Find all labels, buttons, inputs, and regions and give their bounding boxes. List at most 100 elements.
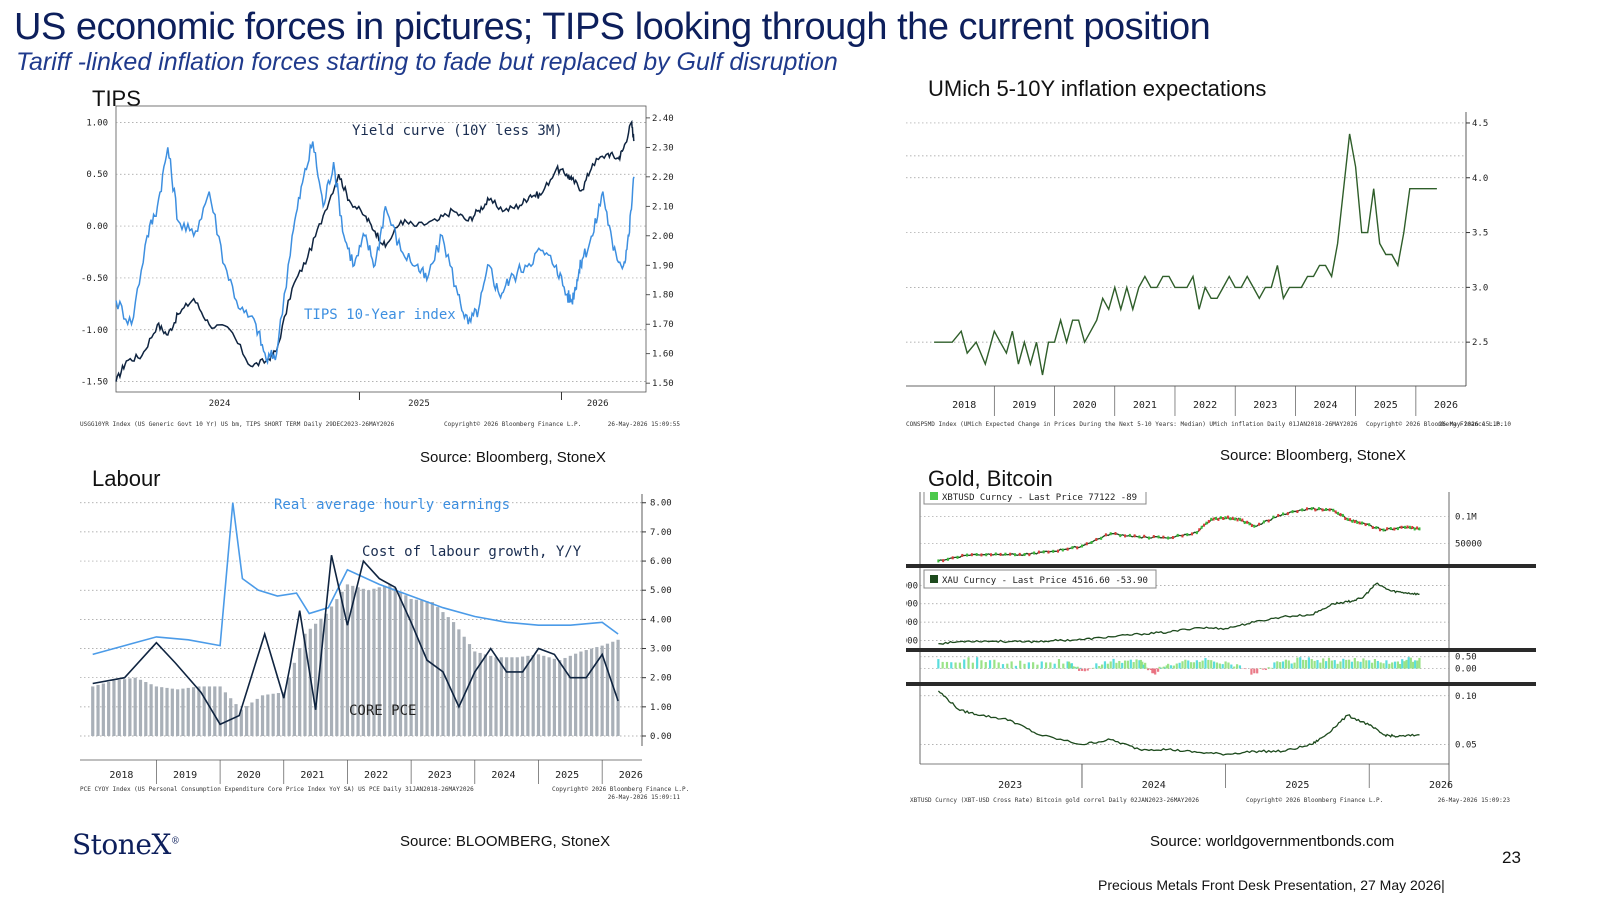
correlation-bar: [1086, 668, 1089, 671]
correlation-bar: [1345, 659, 1348, 669]
tips-footnote-left: USGG10YR Index (US Generic Govt 10 Yr) U…: [80, 421, 395, 428]
core-pce-bar: [367, 590, 371, 736]
correlation-bar: [1307, 657, 1310, 669]
correlation-bar: [1145, 667, 1148, 669]
correlation-bar: [993, 659, 996, 669]
bitcoin-candle: [1400, 525, 1403, 529]
correlation-bar: [976, 657, 979, 669]
core-pce-bar: [589, 648, 594, 736]
bitcoin-legend-label: XBTUSD Curncy - Last Price 77122 -89: [942, 493, 1137, 503]
core-pce-bar: [345, 584, 350, 736]
labour-y-tick-label: 6.00: [650, 557, 672, 567]
core-pce-bar: [457, 629, 461, 736]
core-pce-bar: [266, 694, 270, 736]
gold-right-tick-label: 50000: [1455, 539, 1482, 549]
correlation-bar: [1256, 668, 1259, 674]
labour-x-tick-label: 2023: [428, 770, 452, 781]
tips-10y-index-line: [115, 141, 635, 366]
bitcoin-candle: [1371, 525, 1374, 529]
labour-footnote-left: PCE CYOY Index (US Personal Consumption …: [80, 786, 474, 793]
correlation-bar: [1250, 668, 1253, 675]
core-pce-bar: [239, 709, 243, 736]
core-pce-bar: [605, 643, 610, 736]
correlation-bar: [1123, 660, 1127, 669]
tips-left-tick-label: -1.00: [81, 326, 108, 336]
gold-pane-divider: [906, 564, 1536, 568]
core-pce-bar: [467, 644, 472, 736]
umich-x-tick-label: 2021: [1133, 400, 1157, 411]
core-pce-bar: [600, 645, 604, 736]
gold-right-tick-label: 0.1M: [1455, 513, 1477, 523]
labour-x-tick-label: 2026: [619, 770, 643, 781]
bitcoin-candle: [1066, 547, 1069, 551]
bitcoin-candle: [1250, 523, 1253, 527]
core-pce-bar: [611, 641, 615, 736]
bitcoin-candle: [1207, 519, 1210, 523]
gold-pane-divider: [906, 648, 1536, 652]
bitcoin-candle: [1406, 525, 1409, 529]
gold-footnote-time: 26-May-2026 15:09:23: [1438, 797, 1511, 804]
labour-footnote-time: 26-May-2026 15:09:11: [608, 794, 681, 801]
bitcoin-candle: [1277, 513, 1280, 517]
correlation-bar: [1224, 661, 1227, 669]
bitcoin-candle: [1104, 533, 1107, 537]
tips-right-tick-label: 1.70: [652, 320, 674, 330]
correlation-bar: [1027, 662, 1030, 669]
correlation-bar: [1270, 667, 1273, 669]
correlation-bar: [1195, 660, 1198, 669]
core-pce-bar: [197, 686, 201, 736]
gold-left-tick-label: 5000: [906, 581, 918, 591]
correlation-bar: [1178, 662, 1181, 669]
correlation-bar: [1376, 660, 1379, 669]
tips-footnote-copyright: Copyright© 2026 Bloomberg Finance L.P.: [444, 421, 581, 428]
bitcoin-candle: [1219, 516, 1222, 520]
bitcoin-candle: [1071, 546, 1074, 550]
core-pce-bar: [112, 680, 116, 736]
bitcoin-candle: [1236, 518, 1239, 522]
correlation-bar: [1379, 662, 1382, 669]
correlation-bar: [1098, 666, 1101, 669]
bitcoin-candle: [1346, 517, 1349, 521]
core-pce-bar: [377, 587, 381, 736]
bitcoin-candle: [1222, 517, 1225, 521]
core-pce-bar: [425, 601, 429, 736]
core-pce-bar: [483, 654, 488, 736]
correlation-bar: [1273, 662, 1276, 669]
bitcoin-candle: [985, 553, 988, 557]
correlation-bar: [1382, 663, 1385, 669]
correlation-bar: [1353, 658, 1356, 669]
labour-chart-svg: 8.00 7.00 6.00 5.00 4.00 3.00 2.00 1.00 0.00 2018…: [80, 494, 689, 801]
correlation-bar: [1181, 661, 1184, 669]
labour-y-tick-label: 2.00: [650, 674, 672, 684]
bitcoin-candle: [1114, 532, 1117, 536]
bitcoin-candle: [1004, 552, 1007, 556]
core-pce-bar: [568, 655, 572, 736]
gold-right-tick-label: 0.50: [1455, 653, 1477, 663]
bitcoin-candle: [1037, 550, 1040, 554]
correlation-bar: [1067, 661, 1071, 669]
correlation-bar: [1001, 664, 1005, 669]
correlation-bar: [1221, 664, 1224, 669]
bitcoin-candle: [1162, 535, 1165, 539]
bitcoin-legend-box: [923, 492, 1147, 505]
correlation-bar: [1227, 662, 1230, 669]
correlation-bar: [1365, 660, 1368, 669]
bitcoin-candle: [1325, 507, 1328, 511]
correlation-bar: [1158, 666, 1161, 669]
correlation-bar: [1032, 662, 1035, 669]
core-pce-bar: [616, 639, 620, 736]
gold-left-tick-label: 4000: [906, 600, 918, 610]
bitcoin-candle: [951, 556, 954, 560]
core-pce-bar: [478, 652, 482, 736]
gold-chart: 0.1M 50000 5000 4000 3000 2000 0.50 0.00 0.10 0.0…: [906, 492, 1536, 828]
correlation-bar: [1244, 668, 1247, 670]
correlation-bar: [980, 660, 983, 669]
core-pce-bar: [404, 595, 408, 736]
correlation-bar: [1218, 663, 1221, 669]
correlation-bar: [967, 657, 970, 669]
correlation-bar: [1347, 659, 1351, 669]
correlation-bar: [1192, 662, 1196, 669]
correlation-bar: [1142, 664, 1145, 669]
umich-chart: 4.5 4.0 3.5 3.0 2.5 2018 2019 2020 2021 2022 2023 2…: [906, 104, 1536, 436]
bitcoin-candle: [1368, 523, 1371, 527]
